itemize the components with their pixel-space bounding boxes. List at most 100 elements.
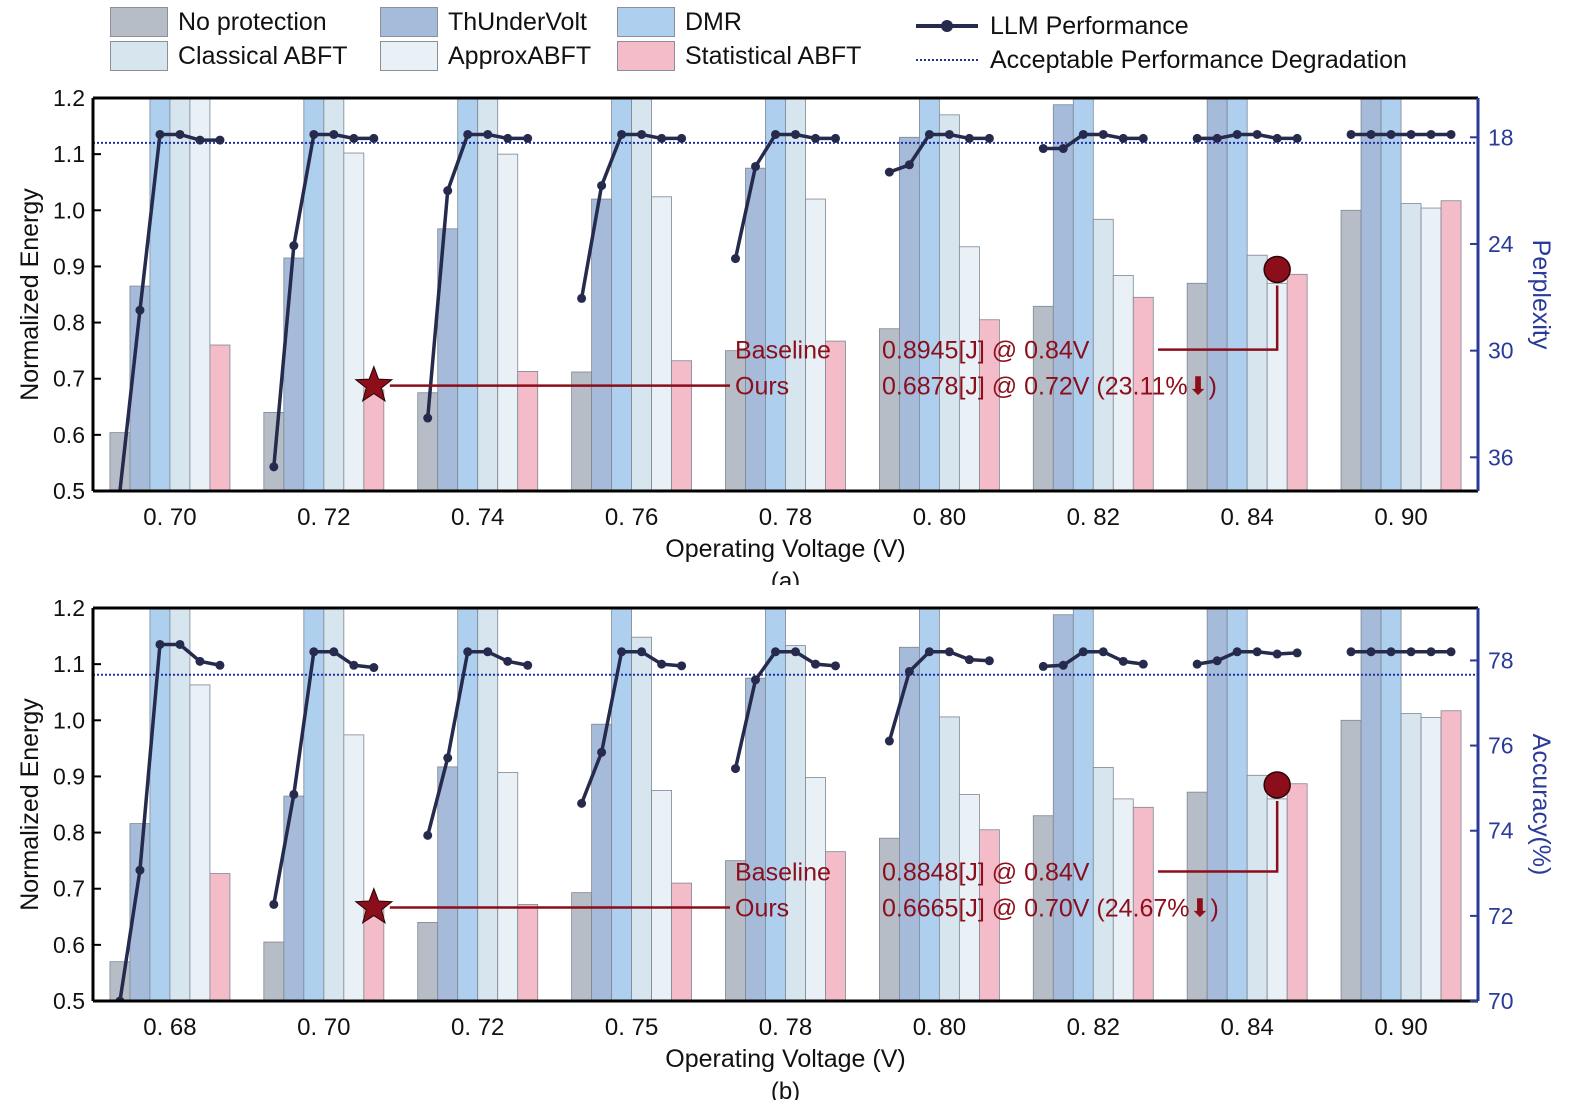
baseline-value: 0.8945[J] @ 0.84V: [882, 337, 1090, 365]
legend-item-llm-performance: LLM Performance: [914, 11, 1189, 41]
legend-label: LLM Performance: [990, 11, 1189, 40]
y-tick-label: 1.0: [53, 707, 85, 733]
performance-point: [944, 647, 954, 657]
performance-point: [944, 129, 954, 139]
legend-threshold-marker: [916, 59, 978, 61]
performance-point: [195, 656, 205, 666]
baseline-marker: [1263, 255, 1291, 284]
bar-dmr: [1072, 608, 1094, 1001]
bar-statistical-abft: [1286, 783, 1308, 1001]
performance-point: [523, 133, 533, 143]
baseline-marker: [1263, 771, 1291, 799]
x-tick-label: 0. 78: [759, 504, 812, 531]
x-tick-label: 0. 82: [1067, 1014, 1120, 1041]
x-axis-title: Operating Voltage (V): [665, 1045, 905, 1073]
y-tick-label: 0.7: [53, 876, 85, 902]
y2-tick-label: 18: [1488, 124, 1514, 150]
legend-item-classical-abft: Classical ABFT: [110, 41, 347, 71]
y-tick-label: 1.0: [53, 197, 85, 223]
chart-caption: (a): [771, 568, 800, 585]
performance-point: [1346, 129, 1356, 139]
performance-point: [884, 736, 894, 746]
performance-point: [1098, 647, 1108, 657]
performance-point: [1212, 656, 1222, 666]
performance-point: [831, 661, 840, 671]
bar-thundervolt: [437, 766, 459, 1001]
bar-statistical-abft: [1132, 806, 1154, 1001]
bar-thundervolt: [898, 136, 920, 491]
chart-caption: (b): [771, 1078, 800, 1100]
performance-point: [577, 798, 587, 808]
performance-point: [1058, 144, 1068, 154]
bar-classical-abft: [477, 608, 499, 1001]
performance-point: [1252, 647, 1262, 657]
bar-classical-abft: [785, 645, 806, 1001]
y2-tick-label: 76: [1488, 733, 1514, 759]
performance-point: [1426, 129, 1436, 139]
bar-approxabft: [958, 246, 980, 491]
performance-point: [677, 133, 687, 143]
performance-point: [463, 647, 473, 657]
bar-statistical-abft: [1132, 296, 1154, 491]
performance-point: [1098, 129, 1108, 139]
bar-thundervolt: [1360, 608, 1382, 1001]
performance-point: [369, 663, 379, 673]
bar-dmr: [457, 608, 479, 1001]
legend-item-no-protection: No protection: [110, 7, 327, 37]
performance-point: [309, 647, 319, 657]
performance-point: [215, 660, 225, 670]
performance-point: [751, 161, 760, 171]
bar-classical-abft: [938, 114, 960, 491]
performance-point: [1386, 129, 1396, 139]
performance-point: [483, 129, 493, 139]
bar-statistical-abft: [825, 340, 846, 491]
performance-point: [269, 462, 279, 472]
bar-approxabft: [497, 153, 519, 491]
performance-point: [443, 186, 453, 196]
performance-point: [637, 129, 647, 139]
performance-point: [1232, 129, 1242, 139]
x-tick-label: 0. 78: [759, 1014, 812, 1041]
bar-dmr: [303, 98, 325, 491]
performance-point: [1038, 661, 1048, 671]
performance-point: [1426, 647, 1436, 657]
x-tick-label: 0. 76: [605, 504, 658, 531]
performance-point: [1292, 133, 1302, 143]
performance-point: [1292, 648, 1302, 658]
performance-point: [155, 639, 165, 649]
performance-point: [1252, 129, 1262, 139]
x-tick-label: 0. 70: [143, 504, 196, 531]
bar-classical-abft: [477, 98, 499, 491]
legend: No protection Classical ABFT ThUnderVolt…: [0, 0, 1577, 80]
performance-point: [597, 181, 607, 191]
performance-point: [1446, 129, 1456, 139]
bar-statistical-abft: [671, 360, 693, 491]
bar-approxabft: [805, 777, 826, 1001]
bar-classical-abft: [631, 636, 653, 1001]
ours-value: 0.6878[J] @ 0.72V (23.11%⬇): [882, 373, 1217, 401]
performance-point: [349, 660, 359, 670]
performance-point: [1078, 647, 1088, 657]
y2-tick-label: 74: [1488, 818, 1514, 844]
bar-approxabft: [651, 196, 673, 491]
x-tick-label: 0. 74: [451, 504, 504, 531]
performance-point: [1386, 647, 1396, 657]
performance-point: [523, 660, 533, 670]
performance-point: [791, 129, 800, 139]
bar-classical-abft: [1400, 203, 1422, 491]
x-tick-label: 0. 80: [913, 504, 966, 531]
legend-item-threshold: Acceptable Performance Degradation: [914, 45, 1407, 75]
bar-thundervolt: [745, 167, 766, 491]
bar-statistical-abft: [1440, 200, 1462, 491]
performance-point: [1446, 647, 1456, 657]
bar-classical-abft: [785, 98, 806, 491]
ours-star-marker: [354, 887, 394, 925]
performance-point: [215, 135, 225, 145]
bar-dmr: [149, 608, 171, 1001]
performance-point: [657, 133, 667, 143]
performance-point: [1232, 647, 1242, 657]
y-tick-label: 1.1: [53, 651, 85, 677]
performance-point: [924, 647, 934, 657]
legend-swatch: [110, 7, 168, 37]
performance-point: [751, 675, 760, 685]
